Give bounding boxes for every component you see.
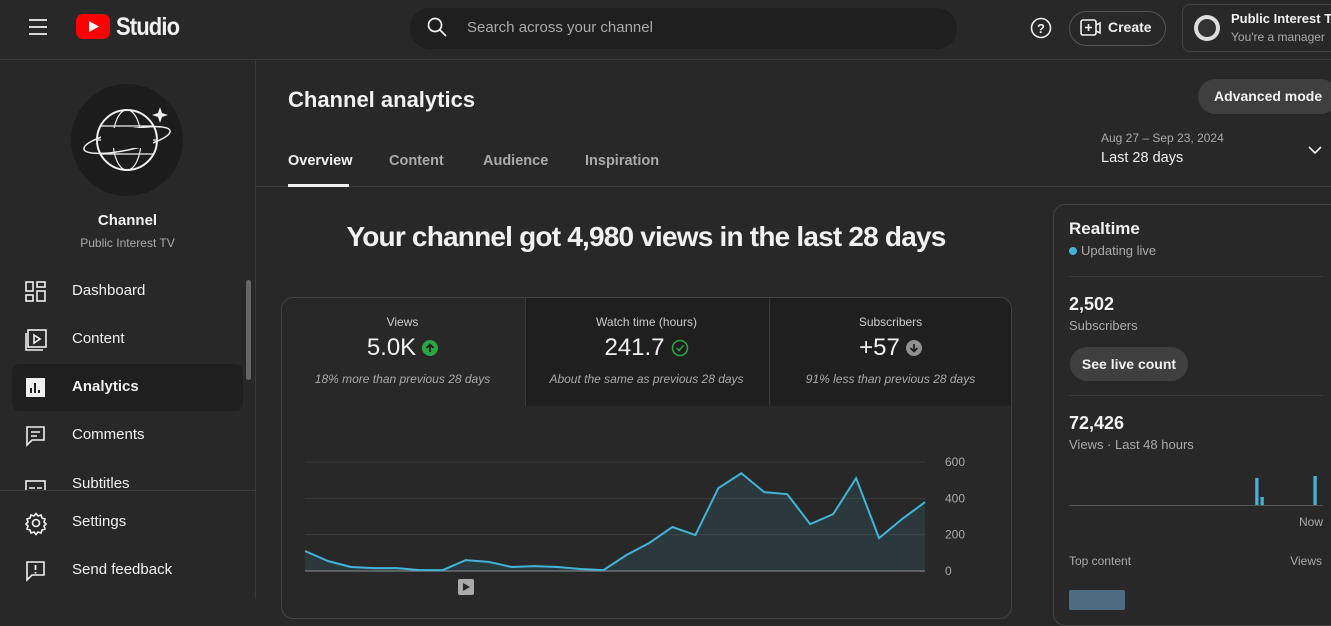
brand[interactable]: Studio xyxy=(116,13,180,41)
tab[interactable]: Inspiration xyxy=(585,153,660,169)
metric-value: 241.7 xyxy=(604,334,665,361)
help-icon[interactable]: ? xyxy=(1030,17,1052,39)
tab[interactable]: Audience xyxy=(483,153,549,169)
nav-item[interactable]: Dashboard xyxy=(72,282,146,299)
account-role: You're a manager xyxy=(1231,30,1325,44)
subscriber-label: Subscribers xyxy=(1069,318,1138,333)
metric-note: 91% less than previous 28 days xyxy=(805,372,976,386)
nav-icon xyxy=(26,426,45,447)
realtime-title: Realtime xyxy=(1069,219,1140,238)
trend-up-icon xyxy=(422,340,439,356)
nav-icon xyxy=(24,512,48,536)
channel-name: Public Interest TV xyxy=(80,236,175,250)
y-tick-label: 0 xyxy=(945,564,952,578)
create-icon xyxy=(1080,19,1101,36)
realtime-chart: Now xyxy=(1069,476,1323,529)
y-tick-label: 200 xyxy=(945,528,965,542)
metric-value-row: 5.0K xyxy=(281,334,524,362)
create-label: Create xyxy=(1108,19,1152,35)
period[interactable]: Last 28 days xyxy=(1101,150,1184,166)
metric-note: About the same as previous 28 days xyxy=(549,372,744,386)
video-thumbnail[interactable] xyxy=(1069,590,1125,610)
nav-icon xyxy=(25,480,46,490)
y-tick-label: 600 xyxy=(945,455,965,469)
divider xyxy=(1069,276,1323,277)
advanced-mode-label: Advanced mode xyxy=(1214,88,1323,104)
divider xyxy=(0,490,255,491)
realtime-status: Updating live xyxy=(1081,243,1157,258)
channel-avatar[interactable] xyxy=(71,84,183,196)
metric-value: +57 xyxy=(859,334,900,361)
create-button[interactable] xyxy=(1069,11,1166,46)
metrics-card xyxy=(281,297,1012,619)
advanced-mode-button[interactable] xyxy=(1198,79,1331,114)
menu-icon[interactable] xyxy=(28,18,48,36)
nav-clip: Subtitles xyxy=(0,470,245,490)
views-label: Views · Last 48 hours xyxy=(1069,437,1194,452)
nav-icon xyxy=(25,281,46,302)
trend-down-icon xyxy=(905,340,922,356)
metric-value-row: 241.7 xyxy=(525,334,768,362)
live-count-label: See live count xyxy=(1081,356,1177,372)
dropdown-icon[interactable] xyxy=(1308,146,1322,156)
account-name: Public Interest TV xyxy=(1231,11,1331,26)
scrollbar[interactable] xyxy=(246,280,251,380)
date-range: Aug 27 – Sep 23, 2024 xyxy=(1101,131,1224,145)
views-count: 72,426 xyxy=(1069,413,1125,433)
metric-label: Views xyxy=(386,315,419,329)
metric-value-row: +57 xyxy=(769,334,1012,362)
metric-label: Watch time (hours) xyxy=(596,315,697,329)
tab[interactable]: Overview xyxy=(288,153,353,169)
nav-icon xyxy=(26,561,45,582)
nav-active-background xyxy=(12,364,243,411)
nav-item[interactable]: Subtitles xyxy=(72,475,130,490)
account-avatar xyxy=(1194,15,1220,41)
bar xyxy=(1260,497,1264,505)
tab-indicator xyxy=(288,184,349,187)
trend-flat-icon xyxy=(671,339,688,357)
nav-icon xyxy=(25,329,47,351)
divider xyxy=(1069,395,1323,396)
account-switcher[interactable] xyxy=(1182,4,1331,52)
youtube-logo[interactable] xyxy=(76,14,112,40)
channel-title: Channel xyxy=(97,212,158,229)
top-content-label: Top content xyxy=(1069,554,1132,568)
top-content-metric: Views xyxy=(1290,554,1322,568)
tab[interactable]: Content xyxy=(389,153,444,169)
footer-nav-item[interactable]: Settings xyxy=(72,513,127,530)
y-tick-label: 400 xyxy=(945,491,965,505)
area xyxy=(305,473,925,571)
svg-text:?: ? xyxy=(1037,21,1045,36)
views-chart: 0 200 400 600 xyxy=(304,455,965,578)
video-marker[interactable] xyxy=(458,579,474,595)
x-tick-label: Now xyxy=(1299,515,1323,529)
metric-note: 18% more than previous 28 days xyxy=(314,372,491,386)
nav-item[interactable]: Analytics xyxy=(72,378,139,395)
metric-divider xyxy=(769,298,770,406)
metric-value: 5.0K xyxy=(366,334,417,361)
tabs-border xyxy=(256,186,1331,187)
bar xyxy=(1255,478,1259,505)
line xyxy=(304,472,926,572)
page-title: Channel analytics xyxy=(288,87,476,112)
nav-icon xyxy=(26,378,45,397)
search-icon xyxy=(427,17,447,37)
search-placeholder: Search across your channel xyxy=(467,19,653,36)
footer-nav-item[interactable]: Send feedback xyxy=(72,561,173,578)
subscriber-count: 2,502 xyxy=(1069,294,1115,314)
nav-item[interactable]: Comments xyxy=(72,426,145,443)
sidebar xyxy=(0,60,256,599)
metric-label: Subscribers xyxy=(858,315,923,329)
metric-tab-background xyxy=(525,298,1011,406)
bar xyxy=(1313,476,1317,505)
live-count-button[interactable] xyxy=(1070,347,1188,381)
search-box[interactable] xyxy=(410,8,957,49)
nav-item[interactable]: Content xyxy=(72,330,125,347)
header xyxy=(0,0,1331,60)
live-dot xyxy=(1069,247,1077,255)
headline: Your channel got 4,980 views in the last… xyxy=(346,221,946,252)
